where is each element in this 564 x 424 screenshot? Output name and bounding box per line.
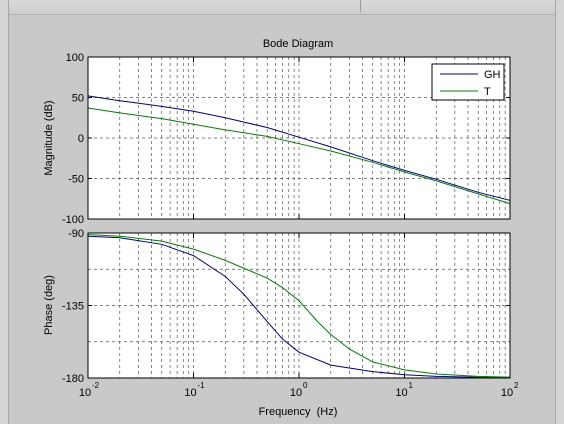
phase-grid: [88, 233, 510, 378]
phase-y-ticks: -90 -135 -180: [62, 228, 510, 385]
magnitude-y-axis-label: Magnitude (dB): [43, 100, 55, 175]
y-tick-label: 50: [72, 93, 84, 105]
x-tick-exponent: -2: [92, 381, 100, 390]
window-left-edge: [0, 0, 9, 424]
phase-y-axis-label: Phase (deg): [43, 275, 55, 335]
legend-box: [431, 63, 505, 101]
magnitude-series-gh: [87, 95, 511, 201]
x-tick-label: 10: [184, 387, 196, 399]
window-right-edge: [555, 0, 564, 424]
x-tick-exponent: 1: [409, 381, 414, 390]
y-tick-label: -90: [68, 228, 84, 240]
y-tick-label: 0: [78, 133, 84, 145]
magnitude-series: [87, 95, 511, 205]
x-axis-label: Frequency (Hz): [259, 406, 338, 418]
x-tick-label: 10: [395, 387, 407, 399]
y-tick-label: -135: [62, 301, 84, 313]
y-tick-label: 100: [66, 52, 84, 64]
phase-series-gh: [87, 235, 511, 379]
y-tick-label: -100: [62, 214, 84, 226]
y-tick-label: -180: [62, 373, 84, 385]
y-tick-label: -50: [68, 174, 84, 186]
legend: GH T: [431, 63, 505, 101]
x-tick-label: 10: [290, 387, 302, 399]
legend-label-t: T: [484, 86, 491, 98]
x-tick-exponent: -1: [198, 381, 206, 390]
magnitude-grid: [88, 57, 510, 219]
x-tick-label: 10: [501, 387, 513, 399]
magnitude-y-ticks: 100 50 0 -50 -100: [62, 52, 510, 226]
chart-title: Bode Diagram: [263, 38, 333, 50]
magnitude-series-t: [87, 107, 511, 205]
legend-label-gh: GH: [484, 69, 501, 81]
phase-series: [87, 234, 511, 379]
x-tick-label: 10: [79, 387, 91, 399]
toolbar-separator: [360, 0, 361, 12]
window-toolbar-edge: [0, 0, 564, 15]
x-tick-exponent: 2: [514, 381, 519, 390]
x-tick-exponent: 0: [303, 381, 308, 390]
phase-series-t: [87, 234, 511, 378]
